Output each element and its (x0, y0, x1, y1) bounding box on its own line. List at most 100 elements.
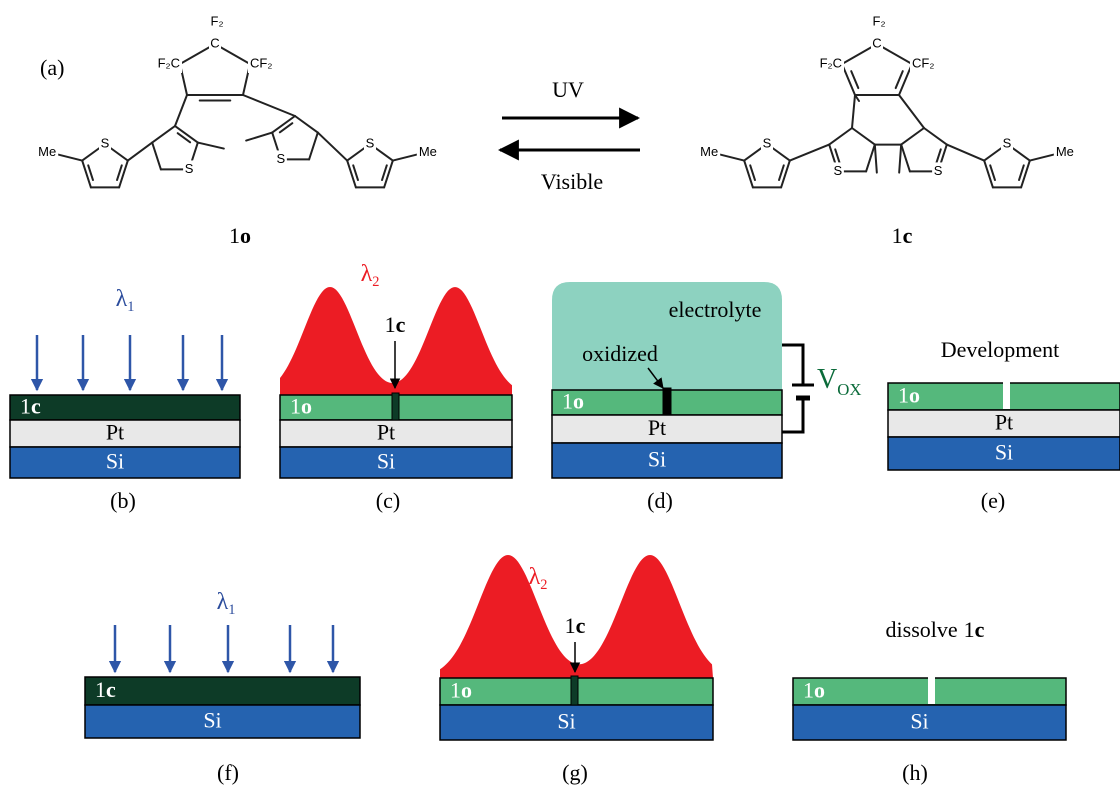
layer-label: 1o (562, 389, 584, 414)
bond (128, 143, 152, 161)
text-part: 1 (385, 312, 396, 337)
light-label: λ1 (217, 589, 236, 619)
layer-label: 1o (803, 678, 825, 703)
bond (720, 155, 744, 161)
bond (152, 126, 175, 143)
text-part: 1 (562, 389, 573, 414)
bond (295, 116, 318, 133)
atom-label: F₂ (873, 13, 886, 28)
bond (829, 128, 852, 145)
text-part: o (301, 394, 312, 419)
panel-label: (e) (981, 488, 1005, 513)
text-part: c (106, 677, 116, 702)
layer (10, 395, 240, 420)
text-part: c (576, 613, 586, 638)
layer-label: Si (377, 449, 395, 474)
text-part: o (461, 678, 472, 703)
gap (1003, 381, 1010, 409)
atom-label: S (1003, 135, 1012, 150)
layer-label: Si (995, 440, 1013, 465)
bond (835, 149, 840, 164)
light-label: λ2 (361, 261, 380, 291)
atom-label: CF₂ (250, 55, 272, 70)
reverse-label: Visible (541, 169, 603, 194)
molecule-name: 1o (229, 223, 251, 248)
text-part: c (975, 617, 985, 642)
bond (243, 95, 295, 116)
panel-label: (f) (217, 760, 239, 785)
layer-label: Si (910, 709, 928, 734)
text-part: c (31, 394, 41, 419)
exposed-line (392, 393, 399, 420)
text-part: 1 (803, 678, 814, 703)
bond (750, 165, 755, 180)
layer-label: Pt (106, 420, 124, 445)
layer (85, 677, 360, 705)
layer-label: Si (648, 447, 666, 472)
text-part: V (817, 364, 837, 395)
layer-label: Si (203, 708, 221, 733)
atom-label: S (277, 151, 286, 166)
panel-label: (g) (562, 760, 588, 785)
light-profile (280, 287, 512, 395)
text-part: Si (203, 708, 221, 733)
marker-label: oxidized (582, 341, 658, 366)
layer-label: Pt (648, 415, 666, 440)
bond (901, 128, 924, 145)
panel-label: (b) (110, 488, 136, 513)
atom-label: S (101, 135, 110, 150)
atom-label: F₂C (158, 55, 180, 70)
bond (1021, 161, 1030, 188)
bond (990, 165, 995, 180)
bond (198, 143, 224, 149)
text-part: Si (106, 449, 124, 474)
atom-label: Me (1056, 144, 1074, 159)
figure: (a) UV Visible F₂CF₂CCF₂MeSSSSMe1oF₂CF₂C… (0, 0, 1120, 802)
electrolyte-label: electrolyte (669, 297, 762, 322)
atom-label: S (763, 135, 772, 150)
bond (781, 161, 790, 188)
panel-label: (a) (40, 55, 64, 80)
text-part: o (909, 383, 920, 408)
caption: Development (941, 337, 1060, 362)
voltage-label: VOX (817, 364, 861, 399)
atom-label: S (834, 163, 843, 178)
text-part: dissolve (886, 617, 958, 642)
layer-label: 1o (450, 678, 472, 703)
bond (318, 133, 347, 161)
layer-label: Pt (377, 420, 395, 445)
circuit (782, 345, 814, 432)
atom-label: S (366, 135, 375, 150)
text-part: Pt (377, 420, 395, 445)
text-part: c (903, 223, 913, 248)
panel-label: (h) (902, 760, 928, 785)
layer (552, 415, 782, 443)
text-part: Si (557, 709, 575, 734)
layer-label: Pt (995, 410, 1013, 435)
bond (1030, 155, 1054, 161)
text-part: 1 (95, 677, 106, 702)
bond (246, 133, 272, 141)
atom-label: F₂C (820, 55, 842, 70)
text-part: OX (837, 380, 861, 399)
layer (552, 443, 782, 478)
bond (152, 143, 161, 170)
atom-label: S (934, 163, 943, 178)
bond (924, 128, 947, 145)
text-part: 1 (565, 613, 576, 638)
text-part: 1 (228, 602, 235, 618)
text-part: 1 (450, 678, 461, 703)
text-part: Si (910, 709, 928, 734)
text-part: Pt (648, 415, 666, 440)
bond (384, 161, 393, 188)
bond (88, 165, 93, 180)
bond (901, 145, 910, 172)
text-part: λ (217, 589, 229, 615)
text-part: o (240, 223, 251, 248)
layer-label: 1c (95, 677, 116, 702)
gap (928, 676, 935, 704)
text-part: λ (361, 261, 373, 287)
text-part: λ (529, 564, 541, 590)
bond (347, 161, 356, 188)
